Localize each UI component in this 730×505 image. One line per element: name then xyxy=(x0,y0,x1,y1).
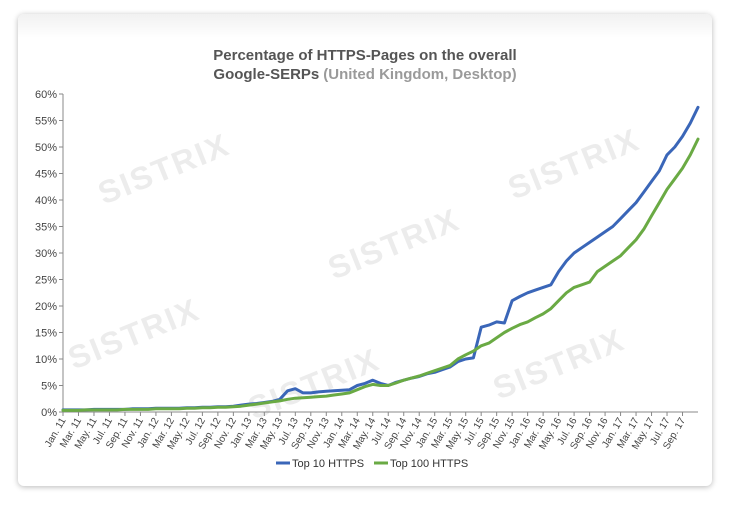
y-tick-label: 35% xyxy=(35,222,57,234)
watermark-text: SISTRIX xyxy=(323,201,465,286)
series-lines xyxy=(61,105,700,412)
watermark-text: SISTRIX xyxy=(488,321,630,406)
watermark-text: SISTRIX xyxy=(93,126,235,211)
y-tick-label: 50% xyxy=(35,142,57,154)
y-tick-label: 5% xyxy=(41,381,57,393)
chart-title-line1: Percentage of HTTPS-Pages on the overall xyxy=(213,47,516,64)
chart-title-line2: Google-SERPs (United Kingdom, Desktop) xyxy=(213,66,516,83)
chart-title-subtitle: (United Kingdom, Desktop) xyxy=(323,66,516,83)
y-tick-label: 20% xyxy=(35,301,57,313)
legend-label-top100: Top 100 HTTPS xyxy=(390,458,468,470)
y-tick-label: 40% xyxy=(35,195,57,207)
y-tick-label: 0% xyxy=(41,407,57,419)
chart-title-main-part: Google-SERPs xyxy=(213,66,319,83)
y-tick-label: 25% xyxy=(35,275,57,287)
y-tick-label: 30% xyxy=(35,248,57,260)
legend: Top 10 HTTPS Top 100 HTTPS xyxy=(276,458,468,470)
y-tick-label: 15% xyxy=(35,328,57,340)
watermark-text: SISTRIX xyxy=(63,291,205,376)
y-axis: 0% 5% 10% 15% 20% 25% 30% 35% 40% 45% 50% 55% 60% xyxy=(35,89,64,419)
series-line-top100 xyxy=(61,137,700,412)
chart-card: SISTRIX SISTRIX SISTRIX SISTRIX SISTRIX SISTR… xyxy=(18,14,712,486)
y-tick-label: 60% xyxy=(35,89,57,101)
y-tick-label: 55% xyxy=(35,116,57,128)
watermark-text: SISTRIX xyxy=(503,121,645,206)
card-top-band xyxy=(18,14,712,38)
y-tick-label: 45% xyxy=(35,169,57,181)
y-tick-label: 10% xyxy=(35,354,57,366)
legend-label-top10: Top 10 HTTPS xyxy=(292,458,364,470)
